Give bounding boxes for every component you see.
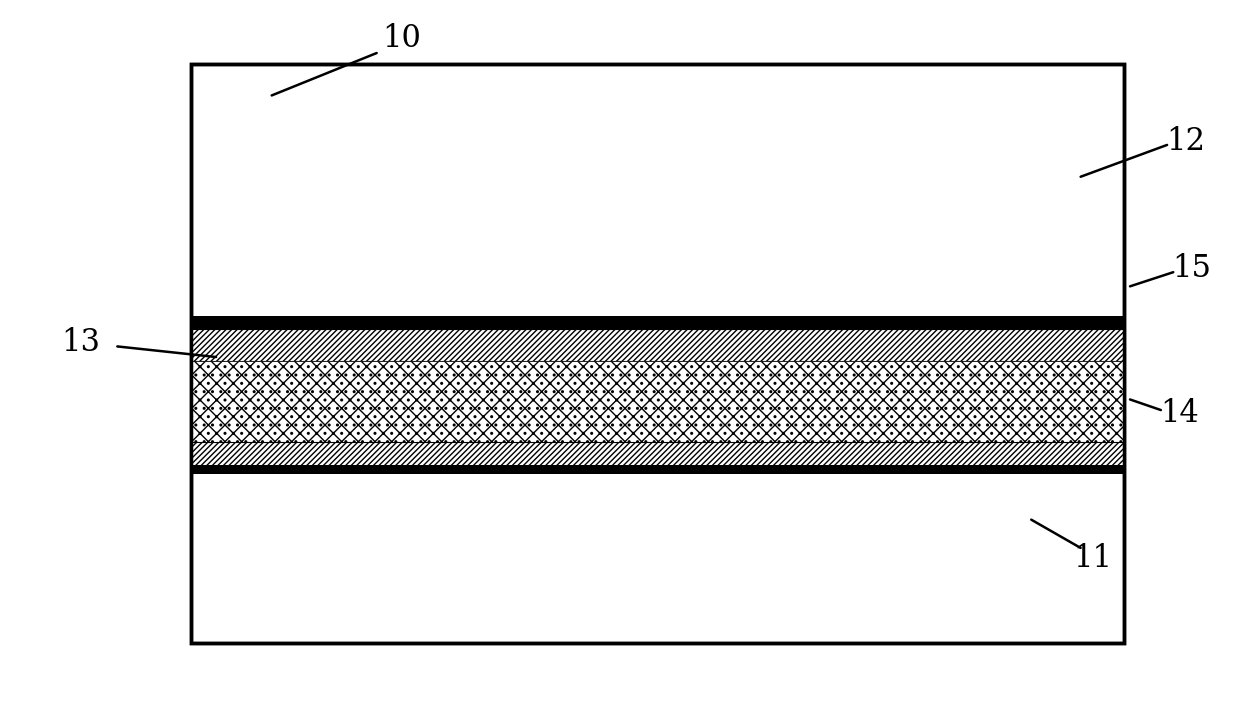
Bar (191, 361, 1124, 442)
Bar (191, 361, 1124, 442)
Text: 11: 11 (1073, 543, 1113, 574)
Bar (191, 329, 1124, 361)
Bar (191, 442, 1124, 467)
Text: 10: 10 (382, 23, 421, 54)
Bar (191, 64, 1124, 643)
Bar (191, 64, 1124, 643)
Text: 15: 15 (1172, 253, 1212, 284)
Bar (191, 316, 1124, 329)
Text: 13: 13 (61, 327, 100, 358)
Text: 12: 12 (1166, 126, 1205, 157)
Bar (191, 465, 1124, 474)
Text: 14: 14 (1160, 398, 1199, 429)
